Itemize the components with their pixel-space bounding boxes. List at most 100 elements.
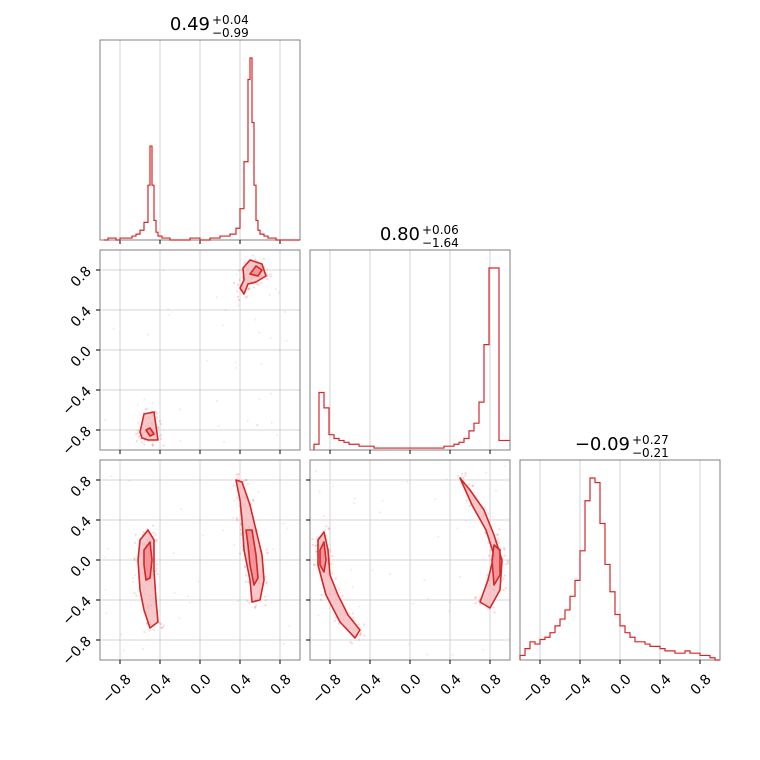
sample-point	[269, 275, 272, 278]
sample-point	[474, 596, 477, 599]
sample-point	[236, 496, 239, 499]
contour-outer	[317, 531, 361, 639]
sample-point	[505, 563, 508, 566]
sample-point	[152, 629, 155, 632]
sample-point	[437, 535, 440, 538]
contour-inner	[249, 265, 263, 277]
sample-point	[266, 552, 269, 555]
sample-point	[243, 564, 247, 568]
histogram-bin	[545, 637, 550, 660]
sample-point	[492, 606, 495, 609]
sample-point	[252, 286, 256, 289]
sample-point	[256, 424, 259, 427]
sample-point	[133, 592, 136, 595]
sample-point	[135, 440, 138, 443]
sample-point	[236, 283, 240, 287]
histogram-bin	[354, 444, 359, 450]
sample-point	[133, 557, 136, 560]
histogram-bin	[520, 655, 525, 660]
sample-point	[234, 361, 237, 364]
sample-point	[350, 642, 353, 645]
sample-point	[478, 603, 482, 606]
sample-point	[325, 525, 328, 528]
sample-point	[485, 471, 488, 474]
sample-point	[251, 498, 255, 501]
sample-point	[502, 588, 505, 592]
sample-point	[488, 554, 491, 557]
x-tick-label: −0.8	[519, 671, 554, 706]
sample-point	[313, 564, 316, 567]
sample-point	[269, 273, 272, 276]
sample-point	[351, 616, 355, 620]
sample-point	[144, 408, 147, 411]
histogram-bin	[610, 592, 615, 660]
sample-point	[232, 516, 235, 519]
title-plus: +0.27	[632, 433, 669, 447]
sample-point	[137, 421, 140, 424]
panel-title: −0.09 +0.27−0.21	[575, 433, 669, 460]
sample-point	[350, 568, 353, 571]
sample-point	[252, 499, 255, 503]
histogram-bin	[625, 633, 630, 660]
sample-point	[246, 483, 249, 486]
sample-point	[243, 261, 246, 264]
sample-point	[151, 443, 154, 446]
sample-point	[272, 547, 275, 550]
sample-point	[245, 479, 248, 482]
sample-point	[339, 592, 342, 595]
title-plus: +0.04	[212, 13, 249, 27]
sample-point	[423, 579, 426, 582]
histogram-bin	[494, 268, 499, 450]
sample-point	[104, 418, 107, 421]
sample-point	[464, 474, 467, 477]
histogram-bin	[525, 649, 530, 660]
param-3-marginal-panel: −0.8 −0.4 0.0 0.4 0.8	[519, 459, 721, 707]
contour-inner	[491, 544, 501, 586]
sample-point	[277, 291, 280, 294]
sample-point	[464, 472, 467, 475]
sample-point	[456, 474, 459, 477]
y-tick-label: 0.0	[68, 554, 95, 581]
sample-point	[461, 472, 464, 476]
sample-point	[188, 601, 191, 604]
sample-point	[221, 324, 224, 327]
sample-point	[315, 544, 318, 547]
sample-point	[159, 422, 163, 425]
sample-point	[323, 529, 326, 532]
histogram-bin	[329, 435, 334, 450]
sample-point	[232, 499, 235, 502]
param-2-marginal-panel	[309, 249, 511, 454]
sample-point	[465, 499, 468, 503]
sample-point	[451, 653, 454, 656]
sample-point	[503, 548, 506, 551]
sample-point	[179, 408, 182, 411]
sample-point	[334, 616, 337, 619]
title-plus: +0.06	[422, 223, 459, 237]
sample-point	[155, 538, 158, 541]
sample-point	[246, 599, 249, 602]
histogram-line	[519, 477, 720, 661]
sample-point	[264, 599, 267, 602]
sample-point	[235, 473, 239, 476]
sample-point	[268, 293, 271, 296]
sample-point	[363, 634, 366, 637]
contour-inner	[245, 529, 259, 586]
sample-point	[503, 554, 507, 557]
sample-point	[471, 485, 474, 488]
histogram-bin	[645, 644, 650, 660]
y-tick-label: 0.8	[68, 474, 95, 501]
x-tick-label: −0.8	[99, 671, 134, 706]
sample-point	[315, 470, 318, 473]
y-tick-label: 0.8	[68, 264, 95, 291]
sample-point	[362, 623, 365, 626]
histogram-bin	[530, 642, 535, 660]
sample-point	[120, 633, 123, 636]
sample-point	[333, 619, 336, 622]
sample-point	[133, 558, 136, 561]
sample-point	[288, 624, 291, 627]
sample-point	[236, 290, 239, 293]
sample-point	[248, 287, 251, 290]
sample-point	[349, 640, 352, 644]
sample-point	[197, 580, 200, 583]
sample-point	[474, 602, 477, 605]
